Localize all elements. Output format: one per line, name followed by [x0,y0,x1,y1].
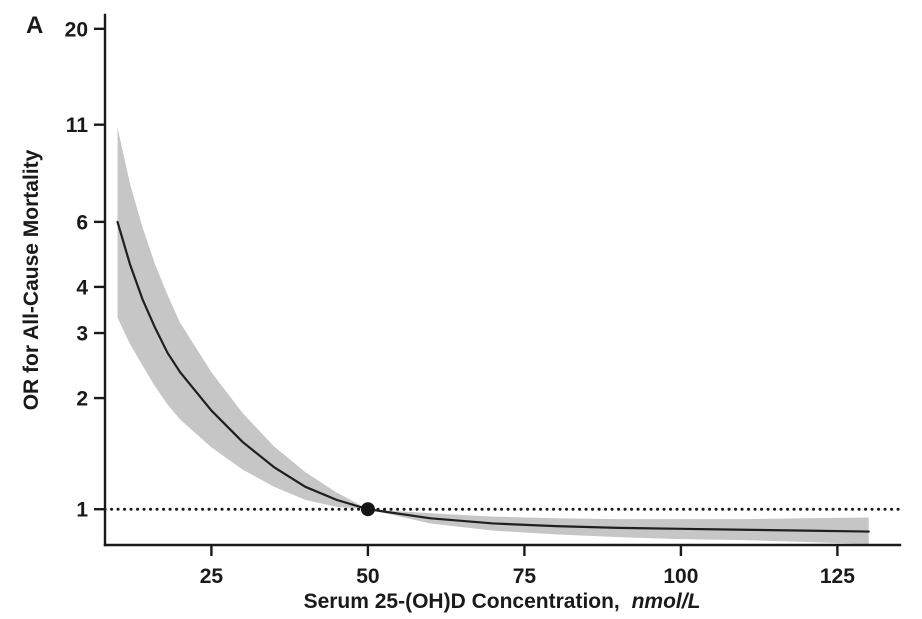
x-tick-label: 25 [200,565,224,588]
y-tick-label: 2 [76,388,88,411]
y-axis-label: OR for All-Cause Mortality [20,149,43,410]
y-tick-label: 4 [76,276,88,299]
y-tick-label: 20 [65,18,88,41]
x-axis-label: Serum 25-(OH)D Concentration, nmol/L [304,590,701,613]
confidence-band [117,127,869,545]
axis-tick-layer: 1 2 3 4 6 11 20 25 50 75 100 125 [65,18,856,588]
y-tick-label: 1 [76,499,88,522]
y-tick-label: 11 [66,114,89,137]
y-tick-label: 6 [76,211,88,234]
x-axis-label-unit: nmol/L [632,590,701,613]
x-tick-label: 125 [820,565,855,588]
x-tick-label: 100 [663,565,698,588]
reference-point [360,502,375,517]
x-tick-label: 50 [356,565,379,588]
x-axis-label-text: Serum 25-(OH)D Concentration, [304,590,620,613]
confidence-band-layer [117,127,869,545]
or-curve [116,220,870,533]
panel-label: A [26,12,43,39]
y-tick-label: 3 [76,323,88,346]
x-tick-label: 75 [513,565,537,588]
curve-layer [116,220,870,533]
